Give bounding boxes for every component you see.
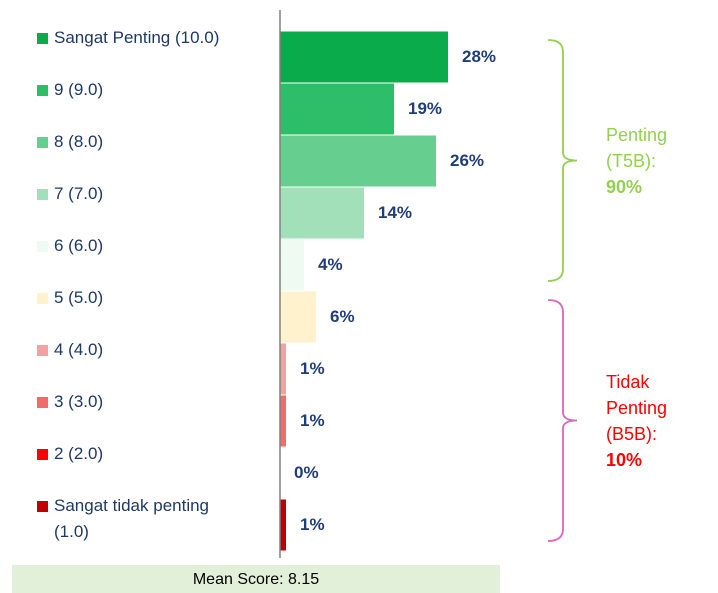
group-label: Penting (T5B): <box>606 124 668 171</box>
bar <box>280 31 448 83</box>
group-total: 90% <box>606 176 643 197</box>
bar <box>280 395 286 447</box>
category-label: 8 (8.0) <box>54 132 104 151</box>
bar <box>280 499 286 551</box>
bar <box>280 343 286 395</box>
value-label: 1% <box>300 411 325 430</box>
bar <box>280 135 436 187</box>
value-label: 1% <box>300 359 325 378</box>
value-label: 19% <box>408 99 443 118</box>
value-label: 0% <box>294 463 319 482</box>
legend-swatch <box>37 345 48 356</box>
category-label: 5 (5.0) <box>54 288 104 307</box>
legend-swatch <box>37 241 48 252</box>
bar <box>280 291 316 343</box>
category-label: 4 (4.0) <box>54 340 104 359</box>
category-label: 3 (3.0) <box>54 392 104 411</box>
category-label: 6 (6.0) <box>54 236 104 255</box>
category-label: 7 (7.0) <box>54 184 104 203</box>
value-label: 26% <box>450 151 485 170</box>
legend-swatch <box>37 501 48 512</box>
category-label: Sangat tidak penting (1.0) <box>54 496 210 541</box>
category-label: Sangat Penting (10.0) <box>54 28 220 47</box>
group-label: Tidak Penting (B5B): <box>606 371 668 444</box>
bar <box>280 187 364 239</box>
legend-swatch <box>37 189 48 200</box>
value-label: 14% <box>378 203 413 222</box>
legend-swatch <box>37 33 48 44</box>
legend-swatch <box>37 397 48 408</box>
category-label: 2 (2.0) <box>54 444 104 463</box>
legend-swatch <box>37 449 48 460</box>
legend-swatch <box>37 137 48 148</box>
bracket <box>547 39 578 282</box>
value-label: 4% <box>318 255 343 274</box>
category-label: 9 (9.0) <box>54 80 104 99</box>
legend-swatch <box>37 293 48 304</box>
value-label: 28% <box>462 47 497 66</box>
value-label: 6% <box>330 307 355 326</box>
bracket <box>547 299 578 542</box>
value-label: 1% <box>300 515 325 534</box>
group-total: 10% <box>606 449 643 470</box>
bar <box>280 239 304 291</box>
legend-swatch <box>37 85 48 96</box>
mean-score: Mean Score: 8.15 <box>12 565 500 593</box>
bar <box>280 83 394 135</box>
